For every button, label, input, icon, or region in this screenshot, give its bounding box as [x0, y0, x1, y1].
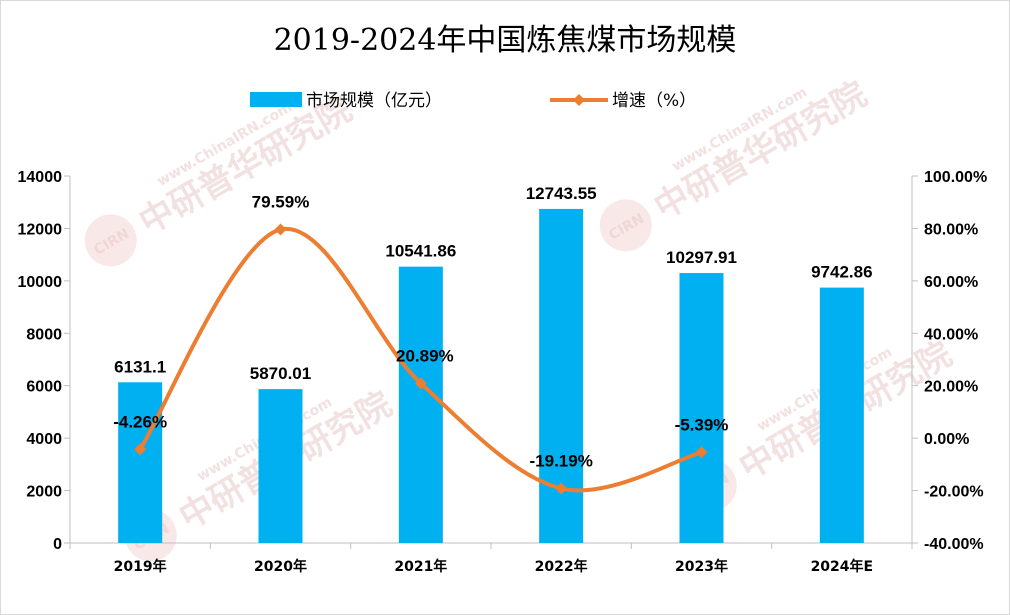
- bar-series: [118, 208, 864, 543]
- bar-value-label: 10541.86: [385, 242, 456, 261]
- y-right-tick-label: 40.00%: [924, 326, 978, 343]
- bar: [819, 287, 864, 543]
- bar: [118, 382, 163, 543]
- growth-value-label: -4.26%: [113, 412, 167, 431]
- y-left-tick-label: 6000: [26, 379, 62, 396]
- watermark-logo: [84, 214, 137, 267]
- growth-marker: [695, 446, 708, 459]
- bar-value-label: 12743.55: [526, 184, 597, 203]
- y-left-tick-label: 8000: [26, 326, 62, 343]
- y-right-tick-label: 0.00%: [924, 431, 969, 448]
- bar-value-label: 10297.91: [666, 248, 737, 267]
- chart-title: 2019-2024年中国炼焦煤市场规模: [274, 23, 737, 58]
- bar: [398, 266, 443, 543]
- growth-value-label: -19.19%: [530, 451, 593, 470]
- y-right-tick-label: 20.00%: [924, 379, 978, 396]
- legend-bar-label: 市场规模（亿元）: [306, 91, 442, 111]
- y-left-tick-label: 14000: [18, 169, 63, 186]
- line-series: [134, 223, 708, 495]
- watermark-logo: [599, 199, 652, 252]
- y-left-tick-label: 0: [53, 536, 62, 553]
- growth-marker: [555, 482, 568, 495]
- legend-bar-swatch: [250, 92, 302, 107]
- data-labels: 6131.1 5870.01 10541.86 12743.55 10297.91 974…: [113, 184, 872, 471]
- growth-marker: [274, 223, 287, 236]
- watermark-brand: 中研普华研究院: [133, 89, 359, 243]
- bar: [258, 389, 303, 543]
- growth-value-label: -5.39%: [675, 415, 729, 434]
- y-left-tick-label: 10000: [18, 274, 63, 291]
- y-left-tick-label: 12000: [18, 221, 63, 238]
- x-tick-label: 2021年: [394, 558, 447, 575]
- y-right-tick-label: 100.00%: [924, 169, 987, 186]
- axes: 0 2000 4000 6000 8000 10000 12000 14000 -40.00% -…: [18, 169, 988, 575]
- y-right-tick-label: 60.00%: [924, 274, 978, 291]
- growth-line: [138, 226, 704, 493]
- bar-value-label: 9742.86: [811, 263, 872, 282]
- y-right-tick-label: -40.00%: [924, 536, 984, 553]
- growth-value-label: 79.59%: [252, 193, 310, 212]
- bar: [679, 273, 724, 543]
- x-tick-label: 2019年: [114, 558, 167, 575]
- x-tick-label: 2023年: [675, 558, 728, 575]
- growth-marker: [414, 377, 427, 390]
- growth-value-label: 20.89%: [396, 346, 454, 365]
- growth-marker: [134, 443, 147, 456]
- legend: 市场规模（亿元） 增速（%）: [250, 91, 696, 111]
- x-tick-label: 2020年: [254, 558, 307, 575]
- legend-line-label: 增速（%）: [612, 91, 696, 111]
- y-right-tick-label: 80.00%: [924, 221, 978, 238]
- y-left-tick-label: 2000: [26, 484, 62, 501]
- legend-line-marker: [573, 94, 585, 106]
- y-left-tick-label: 4000: [26, 431, 62, 448]
- bar-value-label: 5870.01: [250, 364, 311, 383]
- x-tick-label: 2024年E: [811, 558, 874, 575]
- x-tick-label: 2022年: [535, 558, 588, 575]
- bar-value-label: 6131.1: [114, 357, 166, 376]
- y-right-tick-label: -20.00%: [924, 484, 984, 501]
